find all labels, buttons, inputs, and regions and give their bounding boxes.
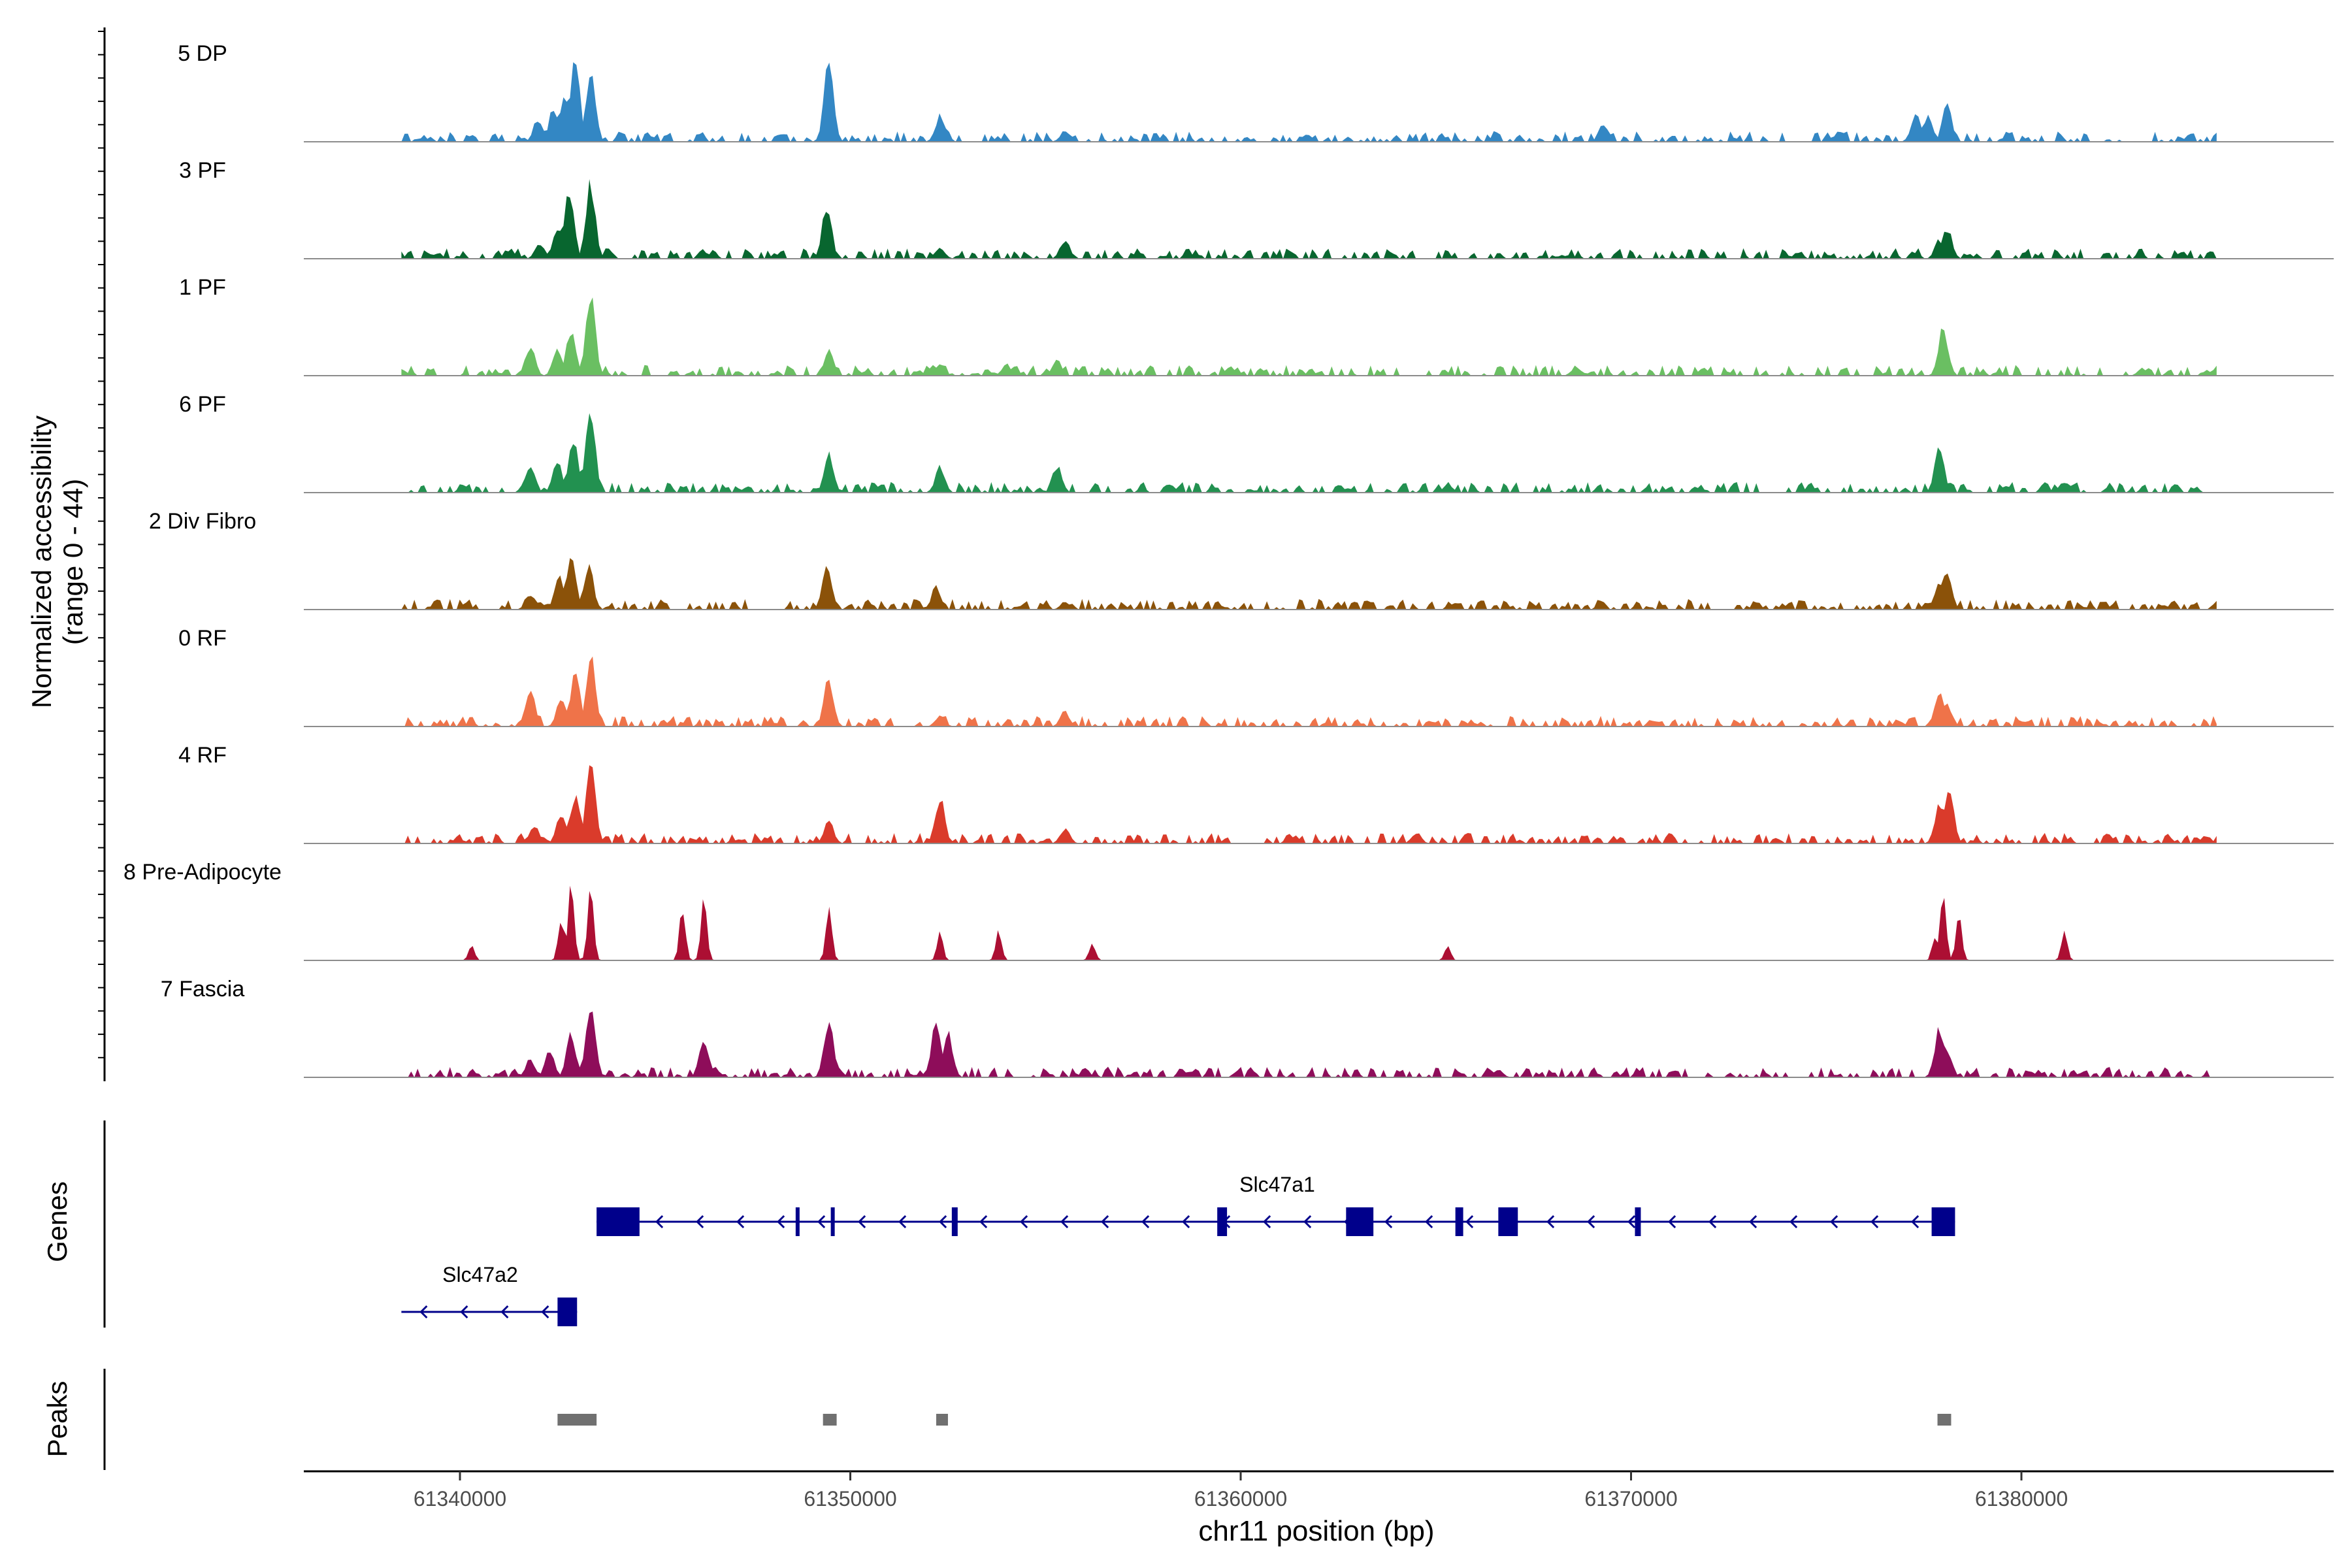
peaks-panel-label: Peaks [42,1381,73,1458]
track-label: 7 Fascia [161,977,245,1002]
coverage-area [401,297,2217,376]
exon [1498,1207,1518,1236]
strand-arrow [1870,1215,1879,1229]
coverage-area [401,558,2217,610]
coverage-area [401,885,2217,960]
exon [596,1207,640,1236]
strand-arrow [1830,1215,1838,1229]
track-label: 1 PF [179,275,226,300]
coverage-area [401,765,2217,843]
coverage-area [401,656,2217,727]
strand-arrow [1911,1215,1919,1229]
strand-arrow [817,1215,826,1229]
strand-arrow [1425,1215,1433,1229]
strand-arrow [460,1305,468,1319]
track-6-pf: 6 PF [179,392,2334,493]
genes-layer: Slc47a1 Slc47a2 [401,1173,1955,1326]
axes-layer: 61340000 61350000 61360000 61370000 61380000 [98,27,2334,1511]
strand-arrow [1546,1215,1555,1229]
strand-arrow [1627,1215,1636,1229]
x-tick-label: 61340000 [414,1487,506,1511]
track-2-div-fibro: 2 Div Fibro [149,509,2334,610]
gene-label: Slc47a1 [1239,1173,1315,1196]
strand-arrow [1141,1215,1150,1229]
exon [951,1207,958,1236]
gene-slc47a2: Slc47a2 [401,1263,578,1326]
strand-arrow [1101,1215,1109,1229]
strand-arrow [979,1215,988,1229]
exon [1346,1207,1374,1236]
peak-region [1937,1414,1952,1426]
exon [1931,1207,1955,1236]
x-axis-label: chr11 position (bp) [1198,1515,1434,1547]
strand-arrow [696,1215,704,1229]
track-label: 6 PF [179,392,226,417]
coverage-area [401,62,2217,142]
strand-arrow [541,1305,549,1319]
strand-arrow [777,1215,785,1229]
tracks-layer: 5 DP 3 PF 1 PF 6 PF 2 Div Fibro 0 RF 4 RF 8 Pre… [123,41,2334,1078]
y-axis-range-label: (range 0 - 44) [57,479,88,645]
track-1-pf: 1 PF [179,275,2334,376]
strand-arrow [655,1215,664,1229]
exon [1455,1207,1463,1236]
exon [795,1207,800,1236]
strand-arrow [1060,1215,1069,1229]
track-3-pf: 3 PF [179,158,2334,259]
track-label: 8 Pre-Adipocyte [123,860,282,885]
strand-arrow [939,1215,947,1229]
strand-arrow [1749,1215,1757,1229]
strand-arrow [1587,1215,1595,1229]
track-label: 3 PF [179,158,226,183]
track-0-rf: 0 RF [178,626,2334,727]
x-tick-label: 61380000 [1975,1487,2068,1511]
track-5-dp: 5 DP [178,41,2334,142]
track-label: 5 DP [178,41,227,66]
gene-slc47a1: Slc47a1 [596,1173,1955,1236]
exon [1217,1207,1228,1236]
exon [1635,1207,1641,1236]
exon [830,1207,835,1236]
track-4-rf: 4 RF [178,743,2334,844]
strand-arrow [1789,1215,1798,1229]
strand-arrow [1668,1215,1676,1229]
coverage-area [401,413,2217,493]
strand-arrow [1182,1215,1190,1229]
strand-arrow [1708,1215,1717,1229]
gene-label: Slc47a2 [442,1263,518,1286]
peaks-layer [557,1414,1952,1426]
strand-arrow [500,1305,509,1319]
exon [557,1298,578,1326]
strand-arrow [1465,1215,1474,1229]
track-label: 2 Div Fibro [149,509,256,534]
coverage-area [401,179,2217,259]
strand-arrow [736,1215,745,1229]
y-axis-label: Normalized accessibility [26,416,57,708]
track-7-fascia: 7 Fascia [161,977,2334,1078]
x-tick-label: 61360000 [1194,1487,1287,1511]
peak-region [936,1414,948,1426]
strand-arrow [898,1215,907,1229]
x-tick-label: 61370000 [1584,1487,1677,1511]
strand-arrow [1303,1215,1312,1229]
genes-panel-label: Genes [42,1181,73,1262]
strand-arrow [1263,1215,1271,1229]
track-label: 4 RF [178,743,227,768]
peak-region [823,1414,837,1426]
track-8-pre-adipocyte: 8 Pre-Adipocyte [123,860,2334,961]
track-label: 0 RF [178,626,227,651]
strand-arrow [419,1305,428,1319]
strand-arrow [1384,1215,1393,1229]
coverage-area [401,1011,2217,1077]
strand-arrow [1020,1215,1028,1229]
x-tick-label: 61350000 [804,1487,896,1511]
peak-region [557,1414,597,1426]
strand-arrow [858,1215,866,1229]
